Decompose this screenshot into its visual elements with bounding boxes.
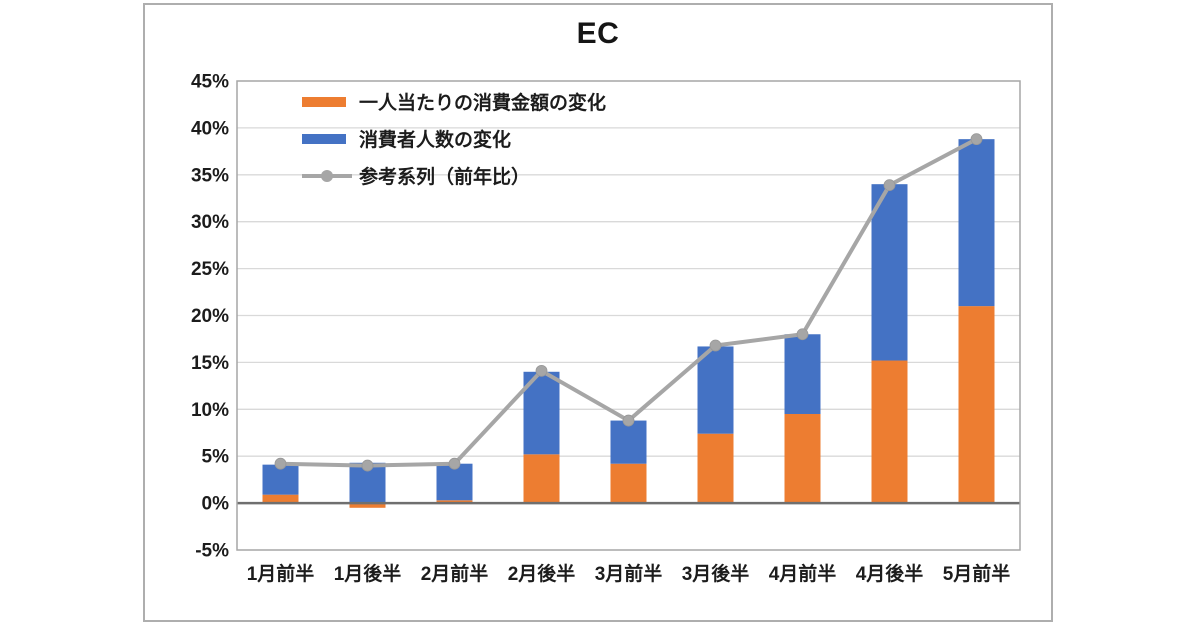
legend-label-2: 消費者人数の変化 — [359, 130, 512, 151]
chart-frame: EC 45% 40% 35% 30% 25% 20% 15% 10% 5% 0% -5% 1月前半 1月… — [143, 3, 1053, 622]
bar-segment-series2-cat5 — [610, 420, 647, 464]
bar-swatch-icon — [302, 96, 346, 107]
y-axis-tick-label: 40% — [191, 118, 229, 139]
legend-line-swatch-icon — [302, 169, 352, 182]
legend-bar-swatch-icon — [302, 96, 352, 107]
y-axis-tick-label: 5% — [202, 447, 230, 468]
plot-area: 45% 40% 35% 30% 25% 20% 15% 10% 5% 0% -5% 1月前半 1月後半 2… — [191, 72, 1021, 585]
y-axis-tick-label: 15% — [191, 353, 229, 374]
line-marker-cat8 — [883, 179, 896, 192]
chart-legend: 一人当たりの消費金額の変化 消費者人数の変化 参考系列（前年比） — [302, 87, 606, 190]
bar-segment-series2-cat9 — [958, 139, 995, 307]
y-axis-tick-label: 20% — [191, 306, 229, 327]
y-axis-tick-label: -5% — [195, 541, 229, 562]
bar-segment-series1-cat5 — [610, 463, 647, 504]
x-axis-tick-label: 2月後半 — [508, 562, 576, 585]
x-axis-tick-label: 2月前半 — [421, 562, 489, 585]
legend-label-1: 一人当たりの消費金額の変化 — [359, 93, 607, 114]
x-axis-tick-label: 4月前半 — [769, 562, 837, 585]
bar-segment-series2-cat8 — [871, 184, 908, 361]
bar-segment-series1-cat6 — [697, 433, 734, 504]
y-axis-tick-label: 0% — [202, 494, 230, 515]
line-marker-cat5 — [622, 414, 635, 427]
y-axis-tick-label: 30% — [191, 212, 229, 233]
bar-segment-series1-cat8 — [871, 360, 908, 504]
bar-segment-series1-cat3 — [436, 500, 473, 504]
legend-item-1: 一人当たりの消費金額の変化 — [302, 87, 606, 116]
y-axis-tick-label: 35% — [191, 165, 229, 186]
bar-segment-series2-cat3 — [436, 463, 473, 501]
bar-segment-series1-cat2 — [349, 503, 386, 508]
x-axis-tick-label: 3月後半 — [682, 562, 750, 585]
chart-title: EC — [576, 17, 620, 50]
line-swatch-icon — [302, 169, 352, 182]
line-marker-cat6 — [709, 339, 722, 352]
bar-segment-series2-cat6 — [697, 346, 734, 434]
x-axis-tick-label: 1月前半 — [247, 562, 315, 585]
bar-segment-series1-cat9 — [958, 306, 995, 504]
bar-segment-series1-cat7 — [784, 413, 821, 504]
bar-segment-series2-cat1 — [262, 464, 299, 495]
bar-segment-series2-cat7 — [784, 334, 821, 414]
line-marker-cat4 — [535, 364, 548, 377]
line-marker-cat3 — [448, 457, 461, 470]
y-axis-tick-label: 10% — [191, 400, 229, 421]
x-axis-tick-label: 4月後半 — [856, 562, 924, 585]
x-axis-tick-label: 3月前半 — [595, 562, 663, 585]
legend-bar-swatch-icon — [302, 133, 352, 144]
line-marker-cat9 — [970, 133, 983, 146]
x-axis-tick-label: 5月前半 — [943, 562, 1011, 585]
plot-border — [236, 80, 1021, 551]
line-marker-cat2 — [361, 459, 374, 472]
bar-segment-series1-cat4 — [523, 454, 560, 504]
legend-label-3: 参考系列（前年比） — [359, 167, 531, 188]
line-swatch-marker-icon — [321, 169, 333, 182]
legend-item-3: 参考系列（前年比） — [302, 161, 606, 190]
y-axis-tick-label: 25% — [191, 259, 229, 280]
line-marker-cat1 — [274, 457, 287, 470]
y-axis-tick-label: 45% — [191, 72, 229, 93]
x-axis-tick-label: 1月後半 — [334, 562, 402, 585]
bar-segment-series1-cat1 — [262, 494, 299, 504]
bar-swatch-icon — [302, 133, 346, 144]
legend-item-2: 消費者人数の変化 — [302, 124, 606, 153]
line-marker-cat7 — [796, 328, 809, 341]
